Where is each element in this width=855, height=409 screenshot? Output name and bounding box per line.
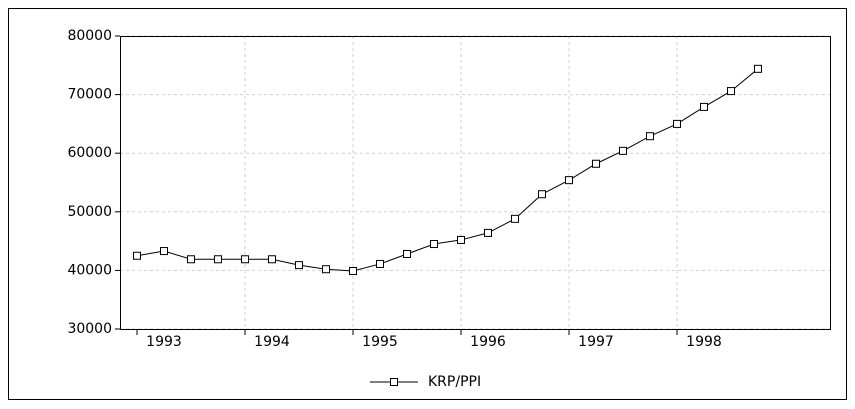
marker [268, 255, 276, 264]
marker [700, 102, 708, 111]
marker [241, 255, 249, 264]
line [136, 68, 759, 272]
marker [484, 228, 492, 237]
marker [430, 240, 438, 249]
marker [727, 87, 735, 96]
marker [565, 176, 573, 185]
marker [754, 64, 762, 73]
marker [322, 265, 330, 274]
marker [187, 255, 195, 264]
y-tick-label: 80000 [67, 28, 112, 44]
marker [538, 190, 546, 199]
marker [133, 251, 141, 260]
legend-marker [390, 378, 398, 386]
marker [214, 255, 222, 264]
marker [295, 261, 303, 270]
x-tick-label: 1996 [470, 334, 506, 350]
marker [592, 159, 600, 168]
x-tick-label: 1993 [146, 334, 182, 350]
x-tick-label: 1997 [578, 334, 614, 350]
y-tick-label: 50000 [67, 204, 112, 220]
marker [403, 249, 411, 258]
marker [619, 146, 627, 155]
x-tick-label: 1995 [362, 334, 398, 350]
marker [457, 235, 465, 244]
legend-label: KRP/PPI [428, 374, 481, 390]
marker [349, 266, 357, 275]
y-tick-label: 70000 [67, 87, 112, 103]
x-tick-label: 1998 [686, 334, 722, 350]
y-tick-label: 30000 [67, 321, 112, 337]
plot-area [120, 36, 831, 330]
frame [8, 8, 847, 400]
y-tick-label: 60000 [67, 145, 112, 161]
marker [646, 132, 654, 141]
y-tick-label: 40000 [67, 262, 112, 278]
marker [160, 247, 168, 256]
marker [376, 259, 384, 268]
x-tick-label: 1994 [254, 334, 290, 350]
marker [673, 119, 681, 128]
marker [511, 214, 519, 223]
